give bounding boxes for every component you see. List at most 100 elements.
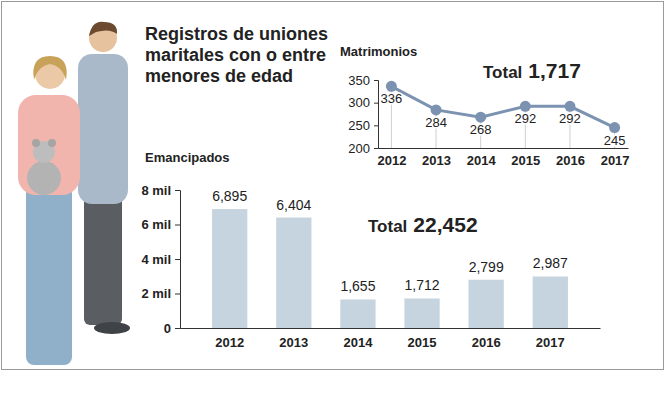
teddy-body <box>27 161 61 195</box>
bar <box>404 298 439 328</box>
tick-label: 2012 <box>215 335 244 350</box>
data-label: 1,712 <box>405 277 440 293</box>
x-axis: 2012 2013 2014 2015 2016 2017 <box>181 328 601 350</box>
bar <box>469 280 504 328</box>
tick-label: 6 mil <box>141 217 171 232</box>
tick-label: 300 <box>348 95 370 110</box>
background <box>0 0 670 397</box>
tick-mark <box>175 190 180 191</box>
bar <box>533 276 568 328</box>
bar <box>340 299 375 328</box>
y-tick: 250 <box>348 118 378 133</box>
tick-mark <box>374 80 378 81</box>
tick-label: 2017 <box>536 335 565 350</box>
tick-label: 2 mil <box>141 286 171 301</box>
x-tick: 2015 <box>408 328 437 350</box>
title-line: menores de edad <box>145 66 293 86</box>
woman-legs <box>26 185 72 365</box>
total-annotation: Total 1,717 <box>483 59 581 82</box>
tick-mark <box>175 328 180 329</box>
tick-label: 250 <box>348 118 370 133</box>
data-point <box>475 112 486 123</box>
man-shoe <box>94 322 130 334</box>
annotation-part: 1,717 <box>528 59 581 82</box>
data-label: 292 <box>559 111 581 126</box>
y-axis: 0 2 mil 4 mil 6 mil 8 mil <box>141 183 180 336</box>
tick-label: 2013 <box>279 335 308 350</box>
data-label: 1,655 <box>340 278 375 294</box>
data-point <box>386 81 397 92</box>
tick-label: 2013 <box>422 153 451 168</box>
tick-mark <box>374 148 378 149</box>
tick-label: 2014 <box>343 335 373 350</box>
chart-svg: Registros de unionesmaritales con o entr… <box>0 0 670 397</box>
x-tick: 2012 <box>377 148 406 168</box>
x-tick: 2016 <box>472 328 501 350</box>
data-label: 6,404 <box>276 197 311 213</box>
tick-label: 2016 <box>556 153 585 168</box>
data-label: 2,799 <box>469 259 504 275</box>
data-point <box>564 101 575 112</box>
y-tick: 300 <box>348 95 378 110</box>
teddy-ear <box>48 139 56 147</box>
data-label: 292 <box>514 111 536 126</box>
axis-line <box>175 191 181 329</box>
tick-label: 200 <box>348 141 370 156</box>
y-tick: 6 mil <box>141 217 180 232</box>
x-tick: 2013 <box>422 148 451 168</box>
total-annotation: Total 22,452 <box>368 213 478 236</box>
woman-hair <box>33 56 66 80</box>
annotation-part: Total <box>483 63 522 82</box>
axis-line <box>374 81 379 149</box>
tick-label: 2017 <box>601 153 630 168</box>
annotation-part: 22,452 <box>413 213 477 236</box>
annotation-part: Total <box>368 217 407 236</box>
y-tick: 2 mil <box>141 286 180 301</box>
chart-title: Matrimonios <box>340 44 417 59</box>
title-line: Registros de uniones <box>145 24 328 44</box>
illustration <box>18 22 130 365</box>
bar <box>212 209 247 328</box>
tick-label: 350 <box>348 73 370 88</box>
axis-line <box>181 328 601 329</box>
tick-label: 2016 <box>472 335 501 350</box>
tick-mark <box>374 103 378 104</box>
data-point <box>609 122 620 133</box>
data-label: 268 <box>470 122 492 137</box>
tick-mark <box>175 259 180 260</box>
x-axis: 2012 2013 2014 2015 2016 2017 <box>377 148 629 168</box>
y-tick: 4 mil <box>141 252 180 267</box>
tick-label: 0 <box>164 321 171 336</box>
x-tick: 2016 <box>556 148 585 168</box>
data-label: 245 <box>604 133 626 148</box>
y-tick: 8 mil <box>141 183 180 198</box>
x-tick: 2017 <box>536 328 565 350</box>
x-tick: 2014 <box>467 148 497 168</box>
tick-label: 2014 <box>467 153 497 168</box>
chart-title: Emancipados <box>145 150 230 165</box>
x-tick: 2012 <box>215 328 244 350</box>
data-label: 6,895 <box>212 188 247 204</box>
y-tick: 350 <box>348 73 378 88</box>
chart-root: Registros de unionesmaritales con o entr… <box>0 0 670 397</box>
man-hair <box>89 22 117 36</box>
tick-mark <box>374 125 378 126</box>
tick-label: 2015 <box>511 153 540 168</box>
tick-label: 8 mil <box>141 183 171 198</box>
y-axis: 200 250 300 350 <box>348 73 378 156</box>
title-line: maritales con o entre <box>145 45 326 65</box>
tick-mark <box>175 294 180 295</box>
tick-label: 4 mil <box>141 252 171 267</box>
data-label: 2,987 <box>533 255 568 271</box>
tick-label: 2012 <box>377 153 406 168</box>
main-title: Registros de unionesmaritales con o entr… <box>145 24 328 86</box>
frame <box>2 2 664 370</box>
woman-top <box>18 95 80 195</box>
data-label: 336 <box>381 91 403 106</box>
plot-area <box>386 81 620 148</box>
man-legs <box>84 195 122 325</box>
tick-mark <box>175 225 180 226</box>
tick-label: 2015 <box>408 335 437 350</box>
plot-area <box>212 209 568 328</box>
data-point <box>520 101 531 112</box>
